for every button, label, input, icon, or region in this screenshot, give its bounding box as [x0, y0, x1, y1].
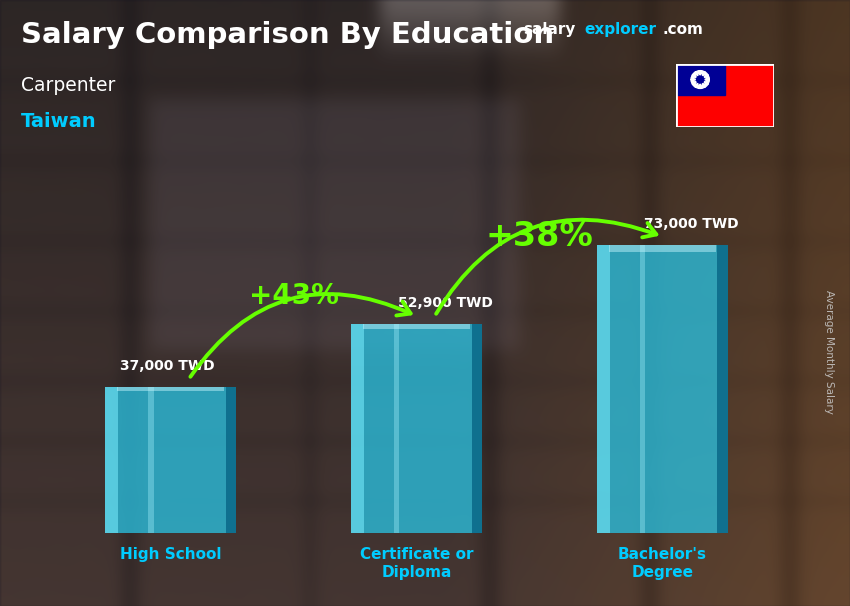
Text: Salary Comparison By Education: Salary Comparison By Education	[21, 21, 554, 49]
Text: .com: .com	[662, 22, 703, 38]
Text: Carpenter: Carpenter	[21, 76, 116, 95]
Polygon shape	[704, 81, 709, 84]
Bar	[640, 245, 645, 533]
Bar	[105, 387, 118, 533]
Bar	[363, 324, 470, 329]
Text: 73,000 TWD: 73,000 TWD	[644, 217, 739, 231]
Bar	[597, 245, 610, 533]
Polygon shape	[692, 81, 696, 84]
Polygon shape	[695, 84, 698, 88]
Text: salary: salary	[523, 22, 575, 38]
Bar	[717, 245, 728, 533]
Text: +38%: +38%	[485, 220, 593, 253]
Polygon shape	[702, 84, 705, 88]
Bar	[116, 387, 224, 391]
Polygon shape	[692, 75, 696, 78]
Text: explorer: explorer	[584, 22, 656, 38]
Text: Average Monthly Salary: Average Monthly Salary	[824, 290, 834, 413]
Bar	[148, 387, 154, 533]
Bar	[597, 245, 728, 533]
Text: 52,900 TWD: 52,900 TWD	[399, 296, 493, 310]
Bar	[351, 324, 482, 533]
Text: +43%: +43%	[248, 282, 338, 310]
Polygon shape	[695, 72, 698, 76]
Bar	[351, 324, 364, 533]
FancyArrowPatch shape	[436, 220, 656, 314]
Bar	[609, 245, 717, 251]
Polygon shape	[690, 79, 695, 80]
Circle shape	[691, 71, 709, 88]
Polygon shape	[706, 79, 710, 80]
Bar	[472, 324, 482, 533]
Polygon shape	[702, 72, 705, 76]
Text: Taiwan: Taiwan	[21, 112, 97, 131]
Bar	[676, 64, 724, 95]
Text: 37,000 TWD: 37,000 TWD	[120, 359, 214, 373]
Bar	[394, 324, 400, 533]
FancyArrowPatch shape	[190, 294, 411, 377]
Bar	[226, 387, 236, 533]
Polygon shape	[704, 75, 709, 78]
Bar	[105, 387, 236, 533]
Circle shape	[695, 75, 706, 84]
